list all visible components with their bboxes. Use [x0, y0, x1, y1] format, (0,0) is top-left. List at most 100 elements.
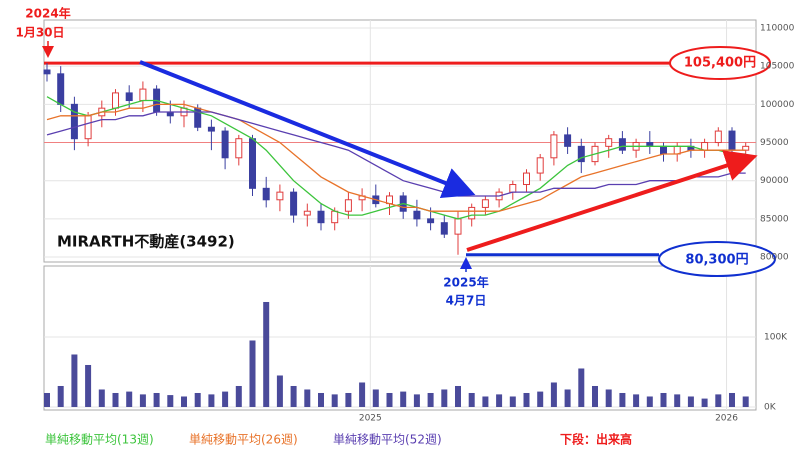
moving-average [46, 103, 746, 212]
candle-body [344, 199, 352, 212]
volume-bar [564, 389, 571, 407]
candle-body [249, 138, 256, 189]
y-tick-label: 90000 [760, 176, 789, 186]
volume-bar [605, 389, 612, 407]
volume-bar [318, 392, 324, 407]
volume-bar [153, 392, 160, 407]
candle-body [207, 126, 215, 132]
chart-title: MIRARTH不動産(3492) [57, 233, 235, 251]
legend-entry: 単純移動平均(13週) [45, 433, 154, 447]
volume-bar [85, 364, 92, 407]
candle-body [454, 218, 462, 235]
candle-body [536, 157, 544, 174]
candle-body [728, 130, 736, 151]
volume-bar [44, 392, 50, 407]
candle-body [618, 138, 626, 151]
volume-bar [619, 392, 626, 407]
candle-body [564, 134, 572, 147]
volume-bar [249, 340, 256, 407]
volume-bar [276, 375, 283, 407]
candle-body [331, 210, 339, 224]
volume-bar [181, 396, 187, 407]
volume-bar [126, 391, 133, 407]
volume-bar [427, 392, 434, 407]
volume-bar [578, 368, 585, 407]
candle-body [125, 92, 133, 102]
candle-body [276, 191, 284, 201]
low-label: 80,300円 [685, 253, 748, 268]
candle-body [413, 210, 421, 220]
candle-body [221, 130, 229, 159]
candle-body [290, 191, 298, 216]
volume-bar [386, 392, 393, 407]
volume-bar [57, 385, 64, 407]
candle-body [427, 218, 435, 224]
volume-bar [71, 354, 78, 407]
candle-body [509, 184, 517, 193]
candle-body [303, 210, 311, 216]
volume-bar [646, 396, 653, 407]
candle-body [440, 222, 448, 235]
volume-bar [222, 391, 229, 407]
volume-bar [359, 382, 366, 407]
volume-bar [687, 396, 694, 407]
low-date: 2025年 [443, 275, 488, 290]
volume-bar [742, 396, 749, 407]
legend-entry: 単純移動平均(26週) [189, 433, 298, 447]
legend-note: 下段：出来高 [560, 432, 632, 447]
candle-body [262, 187, 270, 201]
volume-bar [523, 392, 530, 407]
volume-bar [441, 389, 448, 407]
high-callout [669, 46, 771, 80]
candle-body [84, 115, 92, 140]
moving-average [46, 111, 746, 197]
volume-bar [537, 391, 544, 407]
volume-bar [660, 392, 667, 407]
volume-bar [331, 394, 338, 407]
volume-bar [235, 385, 242, 407]
start-date: 1月30日 [15, 26, 64, 40]
legend-entry: 単純移動平均(52週) [333, 433, 442, 447]
low-date: 4月7日 [446, 294, 487, 308]
volume-bar [509, 396, 516, 407]
volume-bar [290, 385, 297, 407]
volume-bar [167, 395, 174, 407]
volume-bar [112, 392, 119, 407]
x-tick-label: 2025 [359, 414, 382, 424]
volume-bar [139, 394, 146, 407]
candle-body [523, 172, 530, 186]
volume-bar [550, 382, 557, 407]
y-tick-label: 95000 [760, 138, 789, 148]
start-date: 2024年 [25, 6, 70, 21]
y-tick-label: 100000 [760, 100, 795, 110]
candle-body [112, 92, 119, 109]
candle-body [550, 134, 558, 159]
volume-bar [729, 392, 735, 407]
volume-bar [455, 385, 461, 407]
volume-bar [482, 396, 489, 407]
volume-bar [701, 398, 708, 407]
x-tick-label: 2026 [715, 414, 738, 424]
candle-body [70, 103, 78, 140]
volume-panel [43, 265, 757, 411]
y-tick-label: 105000 [760, 62, 795, 72]
y-tick-label: 85000 [760, 214, 789, 224]
volume-bar [413, 394, 420, 407]
volume-bar [592, 385, 598, 407]
volume-bar [194, 392, 201, 407]
y-tick-label: 0K [764, 402, 777, 412]
candle-body [43, 69, 51, 75]
candle-body [317, 210, 325, 224]
candle-body [714, 130, 722, 144]
trend-arrow-down [139, 60, 476, 199]
volume-bar [633, 394, 640, 407]
candle-body [57, 73, 65, 105]
volume-bar [345, 392, 352, 407]
candle-body [605, 138, 613, 147]
candle-body [468, 206, 476, 220]
volume-bar [468, 392, 475, 407]
candle-body [139, 88, 147, 102]
candle-body [577, 145, 585, 163]
volume-bar [263, 301, 270, 407]
